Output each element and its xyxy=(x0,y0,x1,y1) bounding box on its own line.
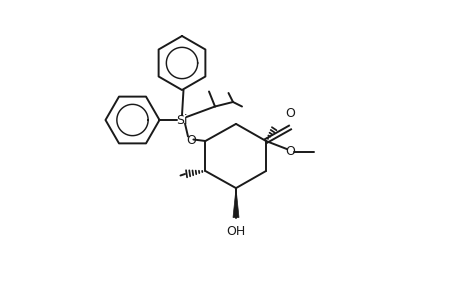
Text: O: O xyxy=(285,145,294,158)
Polygon shape xyxy=(233,188,239,218)
Text: Si: Si xyxy=(176,113,187,127)
Text: O: O xyxy=(285,107,294,120)
Text: OH: OH xyxy=(226,225,245,238)
Text: O: O xyxy=(185,134,196,148)
